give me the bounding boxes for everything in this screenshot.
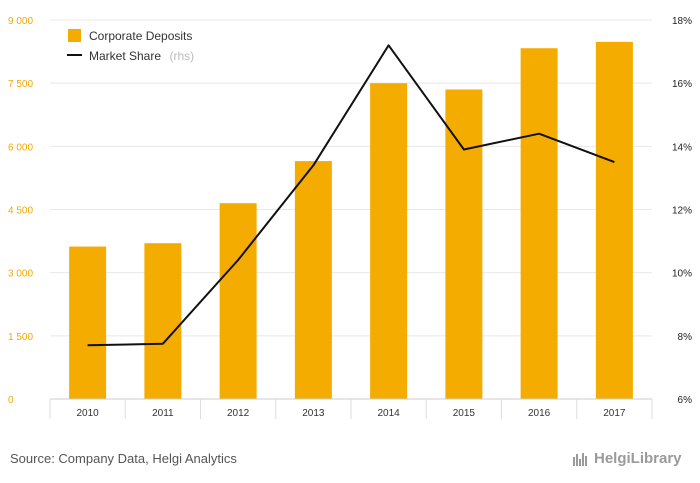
line-market-share [87,44,615,347]
brand-logo: HelgiLibrary [572,450,682,467]
right-axis-tick-label: 6% [678,395,693,406]
left-axis-tick-label: 7 500 [8,79,33,90]
x-axis-tick-label: 2017 [603,408,626,419]
bar-corporate-deposits [294,161,332,399]
right-axis-tick-label: 12% [672,206,692,217]
left-axis-tick-label: 4 500 [8,206,33,217]
helgi-library-logo-icon [573,452,587,466]
x-axis-tick-label: 2013 [302,408,325,419]
source-note: Source: Company Data, Helgi Analytics [10,451,237,466]
bar-corporate-deposits [69,246,107,399]
left-axis-tick-label: 1 500 [8,332,33,343]
right-axis-tick-label: 8% [678,332,693,343]
line-series-market-share [87,44,615,347]
grid-lines [50,19,652,400]
bar-series-corporate-deposits [69,41,633,400]
bar-corporate-deposits [595,41,633,400]
legend-swatch-corporate-deposits [68,29,81,42]
x-axis-tick-label: 2011 [152,408,174,419]
legend-label-market-share-text: Market Share [89,49,161,63]
x-axis-tick-label: 2016 [528,408,551,419]
left-axis-tick-label: 9 000 [8,16,33,27]
right-axis-tick-label: 14% [672,142,692,153]
x-axis-tick-label: 2012 [227,408,250,419]
left-axis-tick-label: 3 000 [8,269,33,280]
left-axis-ticks: 0 1 500 3 000 4 500 6 000 7 500 9 000 [8,16,33,406]
bar-corporate-deposits [445,89,483,399]
x-axis-tick-label: 2010 [77,408,100,419]
bar-corporate-deposits [370,83,408,400]
chart-legend: Corporate Deposits Market Share (rhs) [67,29,194,64]
brand-name: HelgiLibrary [594,450,682,467]
left-axis-tick-label: 0 [8,395,14,406]
x-axis-ticks: 2010 2011 2012 2013 2014 2015 2016 2017 [49,398,653,419]
legend-label-market-share-suffix: (rhs) [169,49,194,63]
right-axis-ticks: 6% 8% 10% 12% 14% 16% 18% [672,16,692,406]
left-axis-tick-label: 6 000 [8,142,33,153]
bar-corporate-deposits [520,48,558,399]
chart-canvas: 0 1 500 3 000 4 500 6 000 7 500 9 000 6% 8% 10% 1… [8,16,692,419]
legend-label-market-share: Market Share (rhs) [89,47,194,64]
bar-corporate-deposits [219,203,257,399]
right-axis-tick-label: 10% [672,269,692,280]
x-axis-tick-label: 2015 [453,408,476,419]
right-axis-tick-label: 16% [672,79,692,90]
legend-label-corporate-deposits: Corporate Deposits [89,29,192,43]
bar-corporate-deposits [144,243,182,399]
x-axis-tick-label: 2014 [378,408,401,419]
right-axis-tick-label: 18% [672,16,692,27]
